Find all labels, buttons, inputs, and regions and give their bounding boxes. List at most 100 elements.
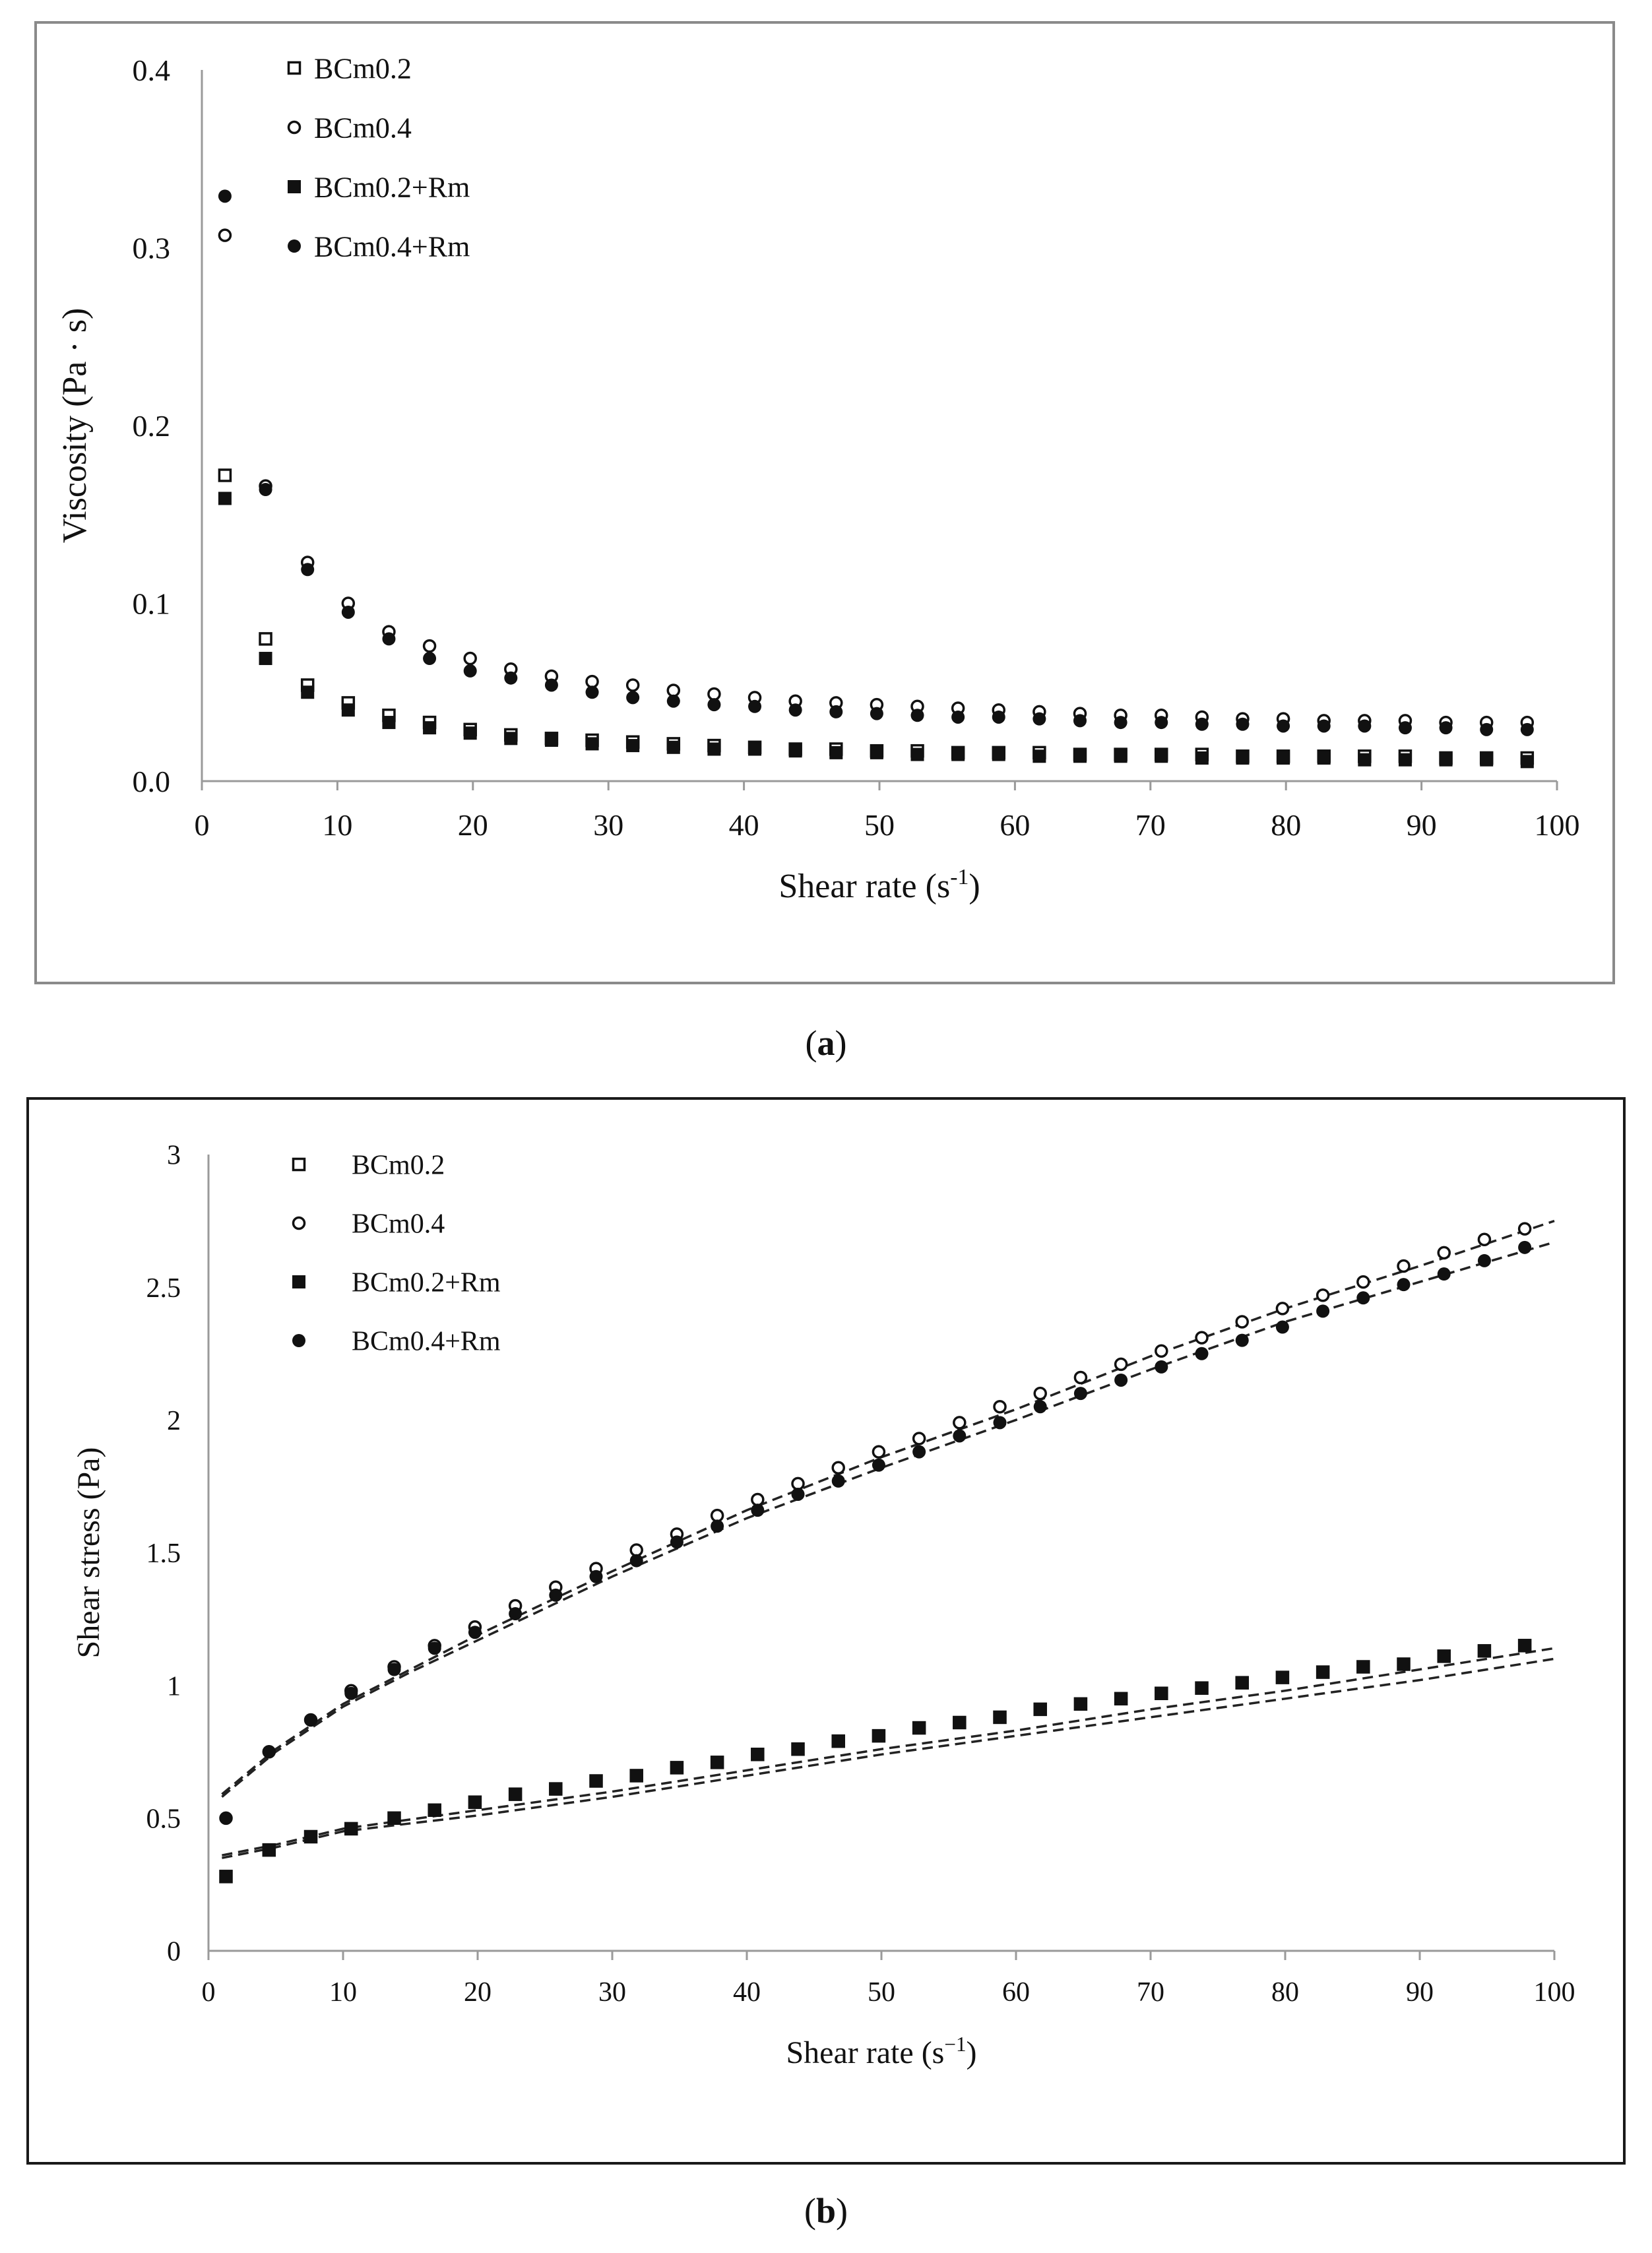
panel-a-point-BCm0.2+Rm [301,685,315,699]
panel-b-legend-marker-BCm0.4+Rm [292,1334,305,1347]
panel-b-fit-BCm0.4+Rm-line [221,1241,1555,1798]
panel-b-point-BCm0.4 [1437,1246,1451,1260]
panel-b-point-BCm0.2+Rm [262,1843,276,1857]
panel-a-point-BCm0.4+Rm [544,678,558,692]
panel-a-point-BCm0.2+Rm [218,492,232,505]
panel-a-x-axis-label: Shear rate (s-1) [778,865,980,905]
panel-b-y-axis-label: Shear stress (Pa) [71,1447,106,1659]
panel-b-point-BCm0.2+Rm [670,1761,683,1775]
panel-b-point-BCm0.2+Rm [791,1742,805,1756]
panel-b-y-tick-label: 1 [167,1671,181,1701]
panel-b-point-BCm0.4 [629,1543,643,1557]
panel-b-point-BCm0.2+Rm [387,1811,401,1825]
panel-a-legend-marker-BCm0.4 [287,120,302,135]
panel-a-point-BCm0.4+Rm [1277,719,1290,733]
panel-a-point-BCm0.2+Rm [1439,753,1453,767]
panel-a-point-BCm0.2+Rm [1480,753,1494,767]
panel-a-point-BCm0.2+Rm [463,726,477,740]
panel-b-x-tick-label: 100 [1534,1977,1575,2008]
panel-a-point-BCm0.2+Rm [544,734,558,747]
panel-a-x-tick-label: 70 [1135,808,1166,842]
panel-b-x-tick-label: 50 [868,1977,895,2008]
panel-b-point-BCm0.4 [1195,1331,1209,1345]
panel-b-point-BCm0.2+Rm [751,1748,765,1761]
panel-b-point-BCm0.4+Rm [791,1487,805,1501]
panel-a-point-BCm0.4+Rm [585,685,599,699]
panel-b-point-BCm0.4 [791,1476,805,1491]
panel-b-point-BCm0.4 [993,1399,1007,1414]
panel-a-point-BCm0.2 [259,632,272,646]
panel-b-point-BCm0.2+Rm [1155,1686,1168,1700]
panel-b-point-BCm0.4 [1235,1315,1249,1329]
panel-b-point-BCm0.2+Rm [629,1769,643,1783]
panel-b-y-tick-label: 2.5 [146,1273,181,1304]
panel-a-point-BCm0.4+Rm [626,691,640,705]
panel-a-point-BCm0.4+Rm [1398,721,1412,735]
panel-a-y-tick-label: 0.1 [133,587,171,621]
panel-b-point-BCm0.2+Rm [1033,1702,1047,1716]
panel-b-x-tick-label: 0 [202,1977,216,2008]
panel-b-point-BCm0.4 [1517,1222,1532,1236]
panel-a-legend-marker-BCm0.2 [287,61,302,75]
panel-a-point-BCm0.4+Rm [1114,716,1128,730]
panel-a-point-BCm0.2+Rm [1398,753,1412,767]
panel-b-point-BCm0.4 [751,1492,765,1507]
panel-b-point-BCm0.4+Rm [262,1745,276,1759]
panel-b-point-BCm0.4+Rm [509,1607,523,1621]
panel-a-legend-marker-BCm0.4+Rm [288,239,301,253]
panel-a-point-BCm0.2+Rm [666,740,680,754]
panel-b-point-BCm0.4+Rm [1275,1320,1289,1334]
panel-b-legend-marker-BCm0.2+Rm [292,1275,305,1288]
panel-b-point-BCm0.4+Rm [304,1713,318,1727]
panel-b-fit-BCm0.4-line [221,1219,1555,1795]
panel-a-point-BCm0.2+Rm [423,721,437,735]
panel-b-caption-letter: b [815,2191,837,2231]
panel-a-point-BCm0.2+Rm [382,716,396,730]
panel-b-x-tick-label: 20 [464,1977,492,2008]
panel-a-point-BCm0.4+Rm [1155,716,1168,730]
panel-b-point-BCm0.4+Rm [1033,1400,1047,1414]
panel-b-frame [26,1097,1626,2165]
panel-a-y-tick-label: 0.2 [133,409,171,443]
panel-a-y-axis-label: Viscosity (Pa · s) [56,308,94,544]
panel-b-point-BCm0.4+Rm [1114,1373,1128,1387]
panel-b-point-BCm0.2+Rm [711,1756,724,1769]
panel-b-point-BCm0.2+Rm [1195,1681,1209,1695]
panel-a-point-BCm0.4+Rm [951,710,965,724]
panel-b-fit-BCm0.2-line [222,1647,1555,1856]
panel-a-point-BCm0.4+Rm [1358,719,1372,733]
panel-a-x-tick-label: 100 [1535,808,1580,842]
panel-b-point-BCm0.4 [953,1416,967,1430]
panel-b-point-BCm0.4 [1155,1344,1168,1358]
panel-a-point-BCm0.4+Rm [1439,721,1453,735]
panel-b-point-BCm0.2+Rm [1275,1670,1289,1684]
panel-b-point-BCm0.4+Rm [1356,1291,1370,1305]
panel-b-legend-label: BCm0.4+Rm [352,1327,501,1357]
panel-b-fit-BCm0.2+Rm-line [222,1657,1555,1859]
panel-a-point-BCm0.2+Rm [1317,751,1331,765]
panel-b-point-BCm0.2+Rm [1397,1657,1411,1671]
panel-b-point-BCm0.2+Rm [1114,1692,1128,1705]
panel-a-point-BCm0.2+Rm [341,703,355,717]
panel-a-point-BCm0.2+Rm [1277,751,1290,765]
panel-a-point-BCm0.2+Rm [829,746,843,759]
panel-b-x-tick-label: 70 [1137,1977,1164,2008]
panel-a-caption: (a) [805,1023,847,1063]
panel-b-point-BCm0.4 [1316,1288,1330,1302]
panel-a-point-BCm0.4+Rm [1236,717,1250,731]
panel-b-point-BCm0.2+Rm [509,1787,523,1801]
panel-b-point-BCm0.4+Rm [629,1554,643,1568]
panel-b-x-tick-label: 60 [1002,1977,1030,2008]
panel-a-point-BCm0.4+Rm [423,652,437,666]
panel-b-point-BCm0.4 [1397,1259,1411,1273]
panel-a-x-tick-label: 10 [322,808,352,842]
panel-a-point-BCm0.4+Rm [829,705,843,718]
panel-b-point-BCm0.4+Rm [387,1663,401,1676]
panel-b-point-BCm0.4+Rm [953,1429,967,1443]
panel-b-point-BCm0.4+Rm [1518,1240,1532,1254]
panel-b-point-BCm0.4+Rm [912,1445,926,1459]
panel-b-point-BCm0.4 [912,1432,926,1445]
panel-b-y-tick-label: 1.5 [146,1539,181,1569]
panel-b-point-BCm0.2+Rm [1437,1649,1451,1663]
panel-a-caption-letter: a [817,1023,835,1063]
